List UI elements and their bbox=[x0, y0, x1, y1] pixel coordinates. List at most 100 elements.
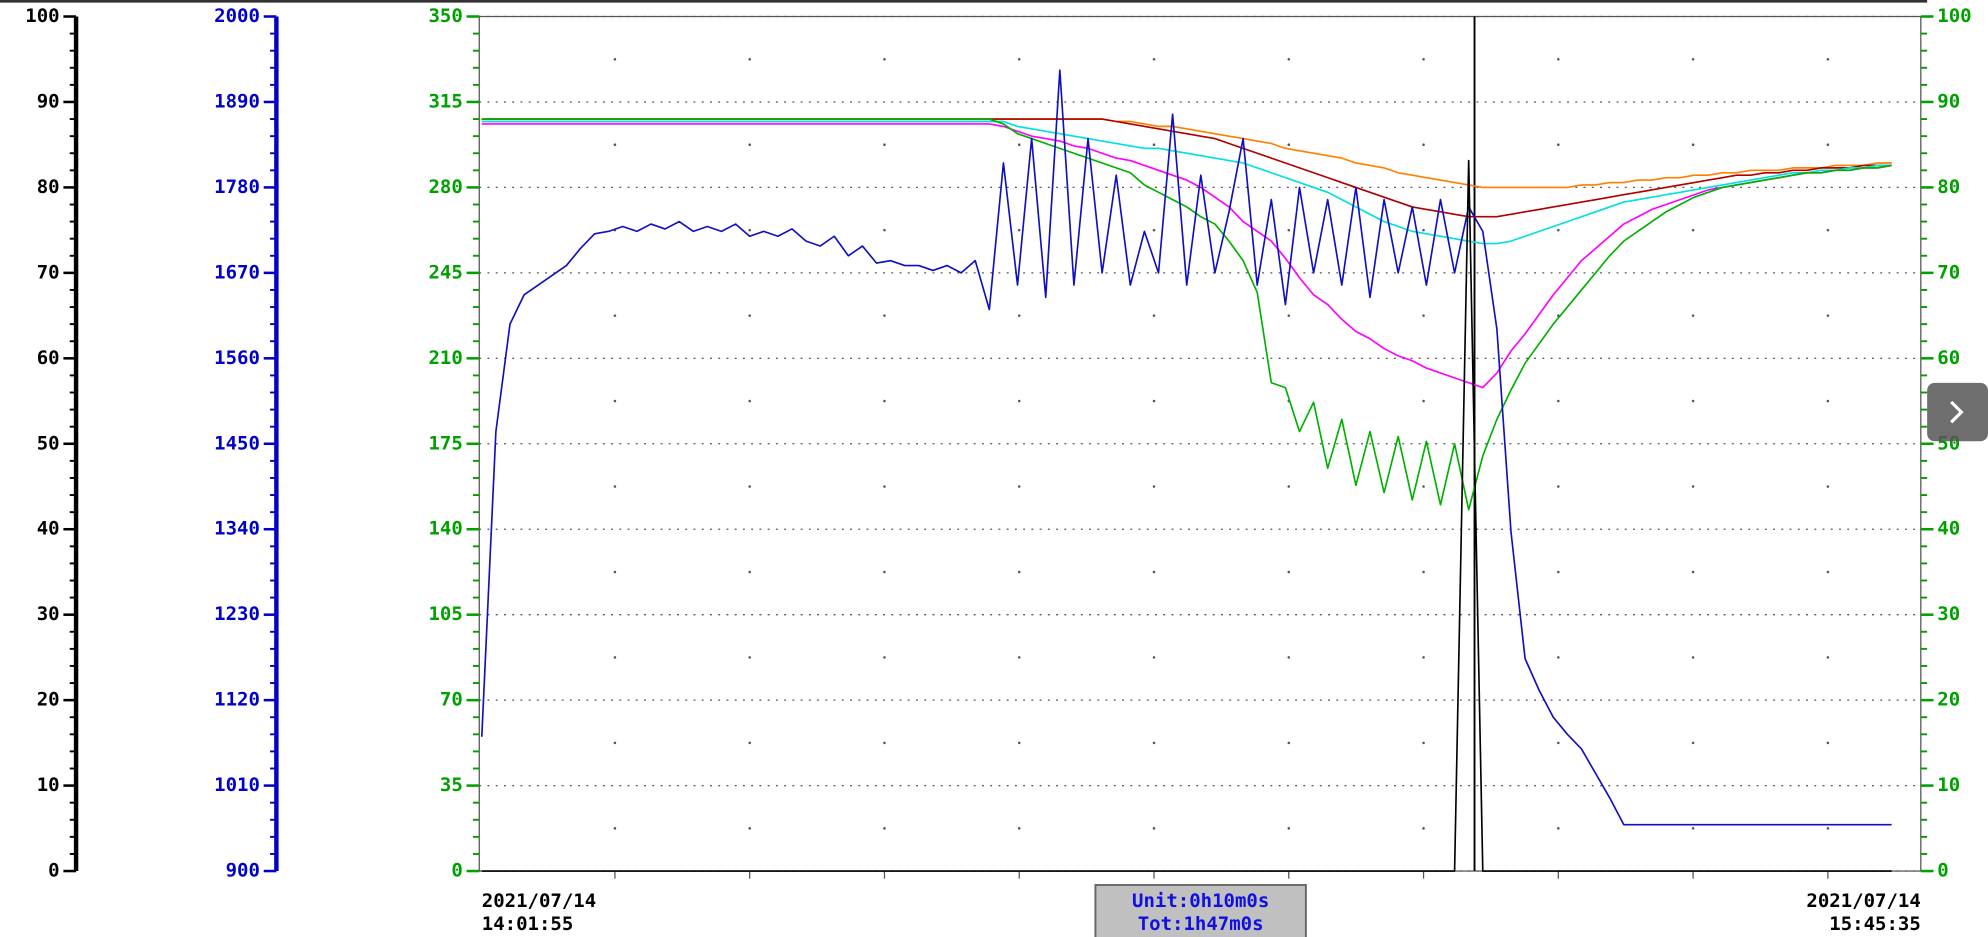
grid-dot bbox=[613, 741, 617, 745]
grid-dot bbox=[1017, 57, 1021, 61]
grid-dot bbox=[1287, 570, 1291, 574]
grid-dot bbox=[1422, 57, 1425, 61]
x-start-date: 2021/07/14 bbox=[482, 890, 596, 912]
grid-dot bbox=[1152, 57, 1156, 61]
y-tick-label: 1010 bbox=[214, 774, 260, 796]
info-box bbox=[1094, 884, 1307, 937]
y-tick-label: 1340 bbox=[214, 518, 260, 540]
y-tick-label: 50 bbox=[37, 432, 60, 454]
grid-dot bbox=[1422, 827, 1425, 830]
y-tick-label: 175 bbox=[428, 432, 462, 454]
grid-dot bbox=[1691, 656, 1695, 659]
grid-dot bbox=[748, 399, 751, 403]
y-tick-label: 60 bbox=[1937, 347, 1960, 369]
grid-dot bbox=[1691, 228, 1695, 232]
grid-dot bbox=[1826, 228, 1830, 232]
grid-dot bbox=[1422, 485, 1425, 488]
y-tick-label: 80 bbox=[1937, 176, 1960, 198]
grid-dot bbox=[1152, 314, 1156, 317]
grid-dot bbox=[1691, 741, 1695, 745]
y-tick-label: 80 bbox=[37, 176, 60, 198]
total-label: Tot:1h47m0s bbox=[1138, 913, 1264, 935]
grid-dot bbox=[1152, 143, 1156, 146]
y-tick-label: 70 bbox=[1937, 261, 1960, 283]
y-tick-label: 30 bbox=[1937, 603, 1960, 625]
grid-dot bbox=[883, 741, 886, 745]
grid-dot bbox=[1557, 570, 1560, 574]
series-line bbox=[480, 69, 1892, 826]
grid-dot bbox=[1152, 656, 1156, 659]
grid-dot bbox=[1557, 57, 1560, 61]
x-end-time: 15:45:35 bbox=[1829, 913, 1921, 935]
grid-dot bbox=[1826, 143, 1830, 146]
plot-area: 0 35 70 105 140 175 210 245 280 315 350 0 10 20 30 40 50… bbox=[25, 5, 1971, 882]
y-tick-label: 10 bbox=[1937, 774, 1960, 796]
grid-dot bbox=[883, 570, 886, 574]
y-tick-label: 90 bbox=[1937, 90, 1960, 112]
grid-dot bbox=[1422, 314, 1425, 317]
y-tick-label: 1120 bbox=[214, 689, 260, 711]
y-tick-label: 1670 bbox=[214, 261, 260, 283]
grid-dot bbox=[883, 314, 886, 317]
grid-dot bbox=[1826, 314, 1830, 317]
y-tick-label: 30 bbox=[37, 603, 60, 625]
grid-dot bbox=[1152, 570, 1156, 574]
y-tick-label: 40 bbox=[1937, 518, 1960, 540]
grid-dot bbox=[1691, 485, 1695, 488]
y-tick-label: 1780 bbox=[214, 176, 260, 198]
grid-dot bbox=[1422, 143, 1425, 146]
grid-dot bbox=[1557, 399, 1560, 403]
grid-dot bbox=[748, 570, 751, 574]
grid-dot bbox=[1287, 656, 1291, 659]
grid-dot bbox=[613, 656, 617, 659]
y-tick-label: 210 bbox=[428, 347, 462, 369]
y-tick-label: 105 bbox=[428, 603, 462, 625]
x-start-time: 14:01:55 bbox=[482, 913, 574, 935]
grid-dot bbox=[1826, 656, 1830, 659]
grid-dot bbox=[1691, 143, 1695, 146]
grid-dot bbox=[1826, 741, 1830, 745]
grid-dot bbox=[1152, 485, 1156, 488]
grid-dot bbox=[748, 485, 751, 488]
y-tick-label: 1230 bbox=[214, 603, 260, 625]
scroll-right-button[interactable] bbox=[1927, 382, 1988, 442]
x-end-date: 2021/07/14 bbox=[1806, 890, 1920, 912]
grid-dot bbox=[883, 57, 886, 61]
grid-dot bbox=[1287, 57, 1291, 61]
y-tick-label: 280 bbox=[428, 176, 462, 198]
grid-dot bbox=[1557, 827, 1560, 830]
grid-dot bbox=[1017, 314, 1021, 317]
grid-dot bbox=[613, 399, 617, 403]
y-tick-label: 245 bbox=[428, 261, 462, 283]
grid-dot bbox=[613, 485, 617, 488]
grid-dot bbox=[1017, 485, 1021, 488]
grid-dot bbox=[1422, 741, 1425, 745]
grid-dot bbox=[1557, 228, 1560, 232]
grid-dot bbox=[1152, 741, 1156, 745]
grid-dot bbox=[1422, 656, 1425, 659]
grid-dot bbox=[613, 827, 617, 830]
grid-dot bbox=[1557, 485, 1560, 488]
grid-dot bbox=[1017, 399, 1021, 403]
y-tick-label: 140 bbox=[428, 518, 462, 540]
grid-dot bbox=[748, 314, 751, 317]
y-tick-label: 1450 bbox=[214, 432, 260, 454]
grid-dot bbox=[748, 827, 751, 830]
grid-dot bbox=[883, 399, 886, 403]
grid-dot bbox=[1826, 827, 1830, 830]
y-tick-label: 40 bbox=[37, 518, 60, 540]
grid-dot bbox=[883, 228, 886, 232]
series-line bbox=[481, 118, 1892, 511]
grid-dot bbox=[1691, 827, 1695, 830]
y-tick-label: 100 bbox=[25, 5, 59, 27]
grid-dot bbox=[613, 314, 617, 317]
grid-dot bbox=[748, 57, 751, 61]
y-tick-label: 1560 bbox=[214, 347, 260, 369]
y-tick-label: 20 bbox=[37, 689, 60, 711]
grid-dot bbox=[883, 143, 886, 146]
grid-dot bbox=[1422, 570, 1425, 574]
grid-dot bbox=[1691, 57, 1695, 61]
y-tick-label: 0 bbox=[1937, 860, 1948, 882]
